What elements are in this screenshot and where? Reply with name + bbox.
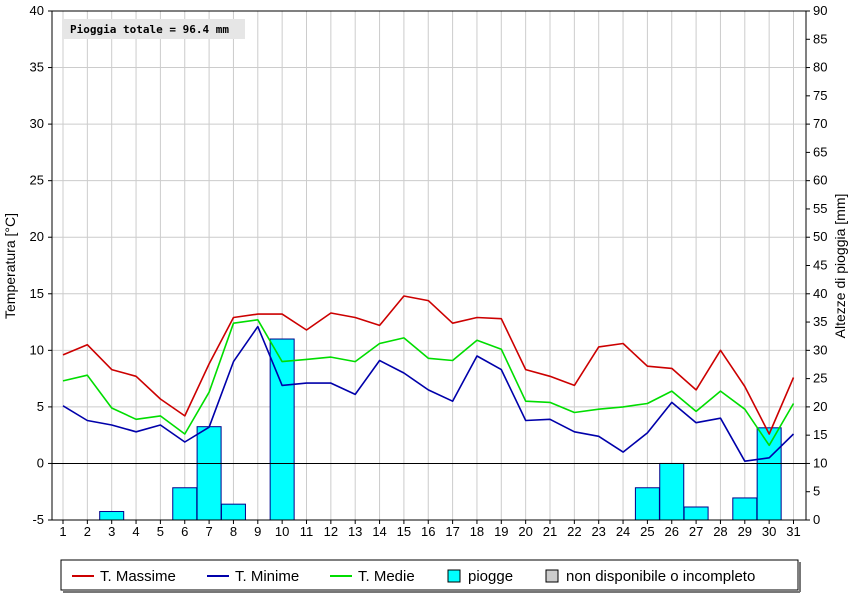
left-tick-label: 10 — [30, 342, 44, 357]
left-tick-label: 40 — [30, 3, 44, 18]
x-tick-label: 25 — [640, 524, 654, 539]
right-tick-label: 75 — [813, 88, 827, 103]
x-tick-label: 23 — [591, 524, 605, 539]
x-tick-label: 31 — [786, 524, 800, 539]
left-tick-label: 30 — [30, 116, 44, 131]
x-tick-label: 20 — [518, 524, 532, 539]
x-tick-label: 16 — [421, 524, 435, 539]
rain-bar — [683, 506, 709, 521]
x-tick-label: 2 — [84, 524, 91, 539]
legend-swatch-box — [545, 569, 559, 583]
rain-bar — [732, 497, 758, 521]
rain-bar — [196, 426, 222, 521]
rain-bars — [99, 338, 782, 521]
x-tick-label: 9 — [254, 524, 261, 539]
right-tick-label: 5 — [813, 484, 820, 499]
right-tick-label: 85 — [813, 31, 827, 46]
left-tick-label: 25 — [30, 173, 44, 188]
legend-label: T. Medie — [358, 568, 415, 585]
legend-label: T. Minime — [235, 568, 299, 585]
legend-box — [60, 559, 799, 591]
right-axis-ticks: 0 5 10 15 20 25 30 35 40 45 50 55 60 65 70 75 80 85 90 — [806, 3, 827, 527]
x-tick-label: 27 — [689, 524, 703, 539]
x-tick-label: 13 — [348, 524, 362, 539]
right-tick-label: 70 — [813, 116, 827, 131]
grid — [52, 10, 806, 521]
legend-label: non disponibile o incompleto — [566, 568, 755, 585]
x-tick-label: 6 — [181, 524, 188, 539]
x-tick-label: 19 — [494, 524, 508, 539]
right-tick-label: 25 — [813, 371, 827, 386]
right-tick-label: 50 — [813, 229, 827, 244]
y2-axis-title: Altezze di pioggia [mm] — [832, 194, 848, 339]
right-tick-label: 15 — [813, 427, 827, 442]
left-tick-label: 5 — [37, 399, 44, 414]
x-tick-label: 3 — [108, 524, 115, 539]
right-tick-label: 35 — [813, 314, 827, 329]
x-tick-label: 11 — [300, 524, 314, 539]
x-tick-label: 10 — [275, 524, 289, 539]
rain-total-note: Pioggia totale = 96.4 mm — [70, 23, 229, 36]
x-tick-label: 1 — [59, 524, 66, 539]
legend-swatch-box — [447, 569, 461, 583]
left-tick-label: -5 — [32, 512, 44, 527]
x-tick-label: 12 — [324, 524, 338, 539]
right-tick-label: 20 — [813, 399, 827, 414]
series-line-t-medie — [62, 318, 795, 447]
x-tick-label: 14 — [372, 524, 386, 539]
left-tick-label: 0 — [37, 455, 44, 470]
x-tick-label: 15 — [397, 524, 411, 539]
rain-bar — [99, 511, 125, 521]
x-tick-label: 21 — [543, 524, 557, 539]
right-tick-label: 45 — [813, 258, 827, 273]
series-line-t-minime — [62, 325, 795, 463]
x-tick-label: 8 — [230, 524, 237, 539]
x-tick-label: 7 — [205, 524, 212, 539]
legend-label: T. Massime — [100, 568, 176, 585]
rain-bar — [220, 503, 246, 521]
x-tick-label: 30 — [762, 524, 776, 539]
legend: T. Massime T. Minime T. Medie piogge non dis… — [72, 568, 755, 585]
right-tick-label: 55 — [813, 201, 827, 216]
x-tick-label: 29 — [738, 524, 752, 539]
left-axis-ticks: -5 0 5 10 15 20 25 30 35 40 — [30, 3, 52, 527]
series-line-t-massime — [62, 295, 795, 435]
right-tick-label: 0 — [813, 512, 820, 527]
right-tick-label: 80 — [813, 60, 827, 75]
x-tick-label: 22 — [567, 524, 581, 539]
legend-label: piogge — [468, 568, 513, 585]
right-tick-label: 90 — [813, 3, 827, 18]
rain-bar — [634, 487, 660, 521]
right-tick-label: 10 — [813, 455, 827, 470]
left-tick-label: 20 — [30, 229, 44, 244]
rain-bar — [172, 487, 198, 521]
x-tick-label: 18 — [470, 524, 484, 539]
left-tick-label: 35 — [30, 60, 44, 75]
left-tick-label: 15 — [30, 286, 44, 301]
x-tick-label: 4 — [132, 524, 139, 539]
rain-bar — [269, 338, 295, 521]
y-axis-title: Temperatura [°C] — [2, 213, 18, 319]
rain-bar — [756, 427, 782, 521]
rain-total-box — [64, 19, 245, 39]
x-tick-label: 24 — [616, 524, 630, 539]
x-tick-label: 17 — [445, 524, 459, 539]
right-tick-label: 40 — [813, 286, 827, 301]
x-tick-label: 5 — [157, 524, 164, 539]
rain-bar — [659, 462, 685, 521]
right-tick-label: 65 — [813, 144, 827, 159]
x-axis-ticks: 1 2 3 4 5 6 7 8 9 10 11 12 13 14 15 16 17 18 19 20 21 22 23 24 2… — [59, 520, 801, 539]
right-tick-label: 60 — [813, 173, 827, 188]
right-tick-label: 30 — [813, 342, 827, 357]
x-tick-label: 26 — [665, 524, 679, 539]
temperature-lines — [62, 295, 795, 463]
x-tick-label: 28 — [713, 524, 727, 539]
